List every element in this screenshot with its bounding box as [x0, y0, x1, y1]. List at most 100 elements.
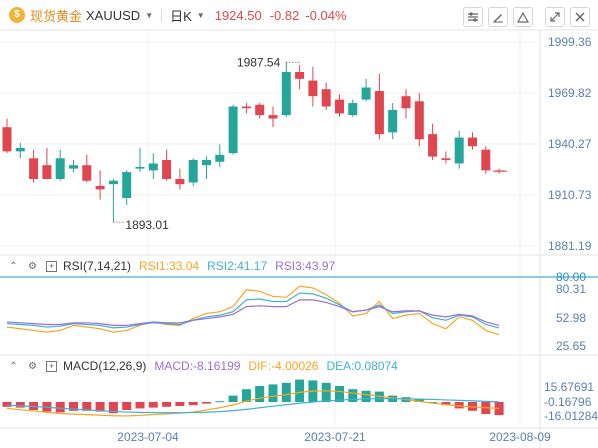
- rsi-tick-label: 80.00: [556, 270, 586, 284]
- macd-header: ⌃ ⚙ + MACD(12,26,9) MACD:-8.16199 DIF:-4…: [0, 357, 398, 375]
- rsi1-value: RSI1:33.04: [139, 259, 200, 273]
- macd-histogram-bar: [162, 402, 172, 407]
- rsi-title: RSI(7,14,21): [63, 259, 132, 273]
- rsi-tick-label: 52.98: [556, 311, 586, 325]
- candle-body: [241, 106, 251, 109]
- macd-title: MACD(12,26,9): [63, 359, 147, 373]
- candle-body: [268, 115, 278, 119]
- macd-histogram-bar: [321, 382, 331, 402]
- price-tick-label: 1969.82: [548, 86, 592, 100]
- dif-value: DIF:-4.00026: [248, 359, 319, 373]
- candle-body: [148, 163, 158, 171]
- macd-histogram-bar: [335, 386, 344, 402]
- macd-tick-label: -16.01284: [544, 409, 598, 423]
- max-price-label: 1987.54: [237, 55, 281, 69]
- macd-histogram-bar: [454, 402, 464, 409]
- divider: [161, 8, 163, 22]
- settings-gear-icon[interactable]: ⚙: [28, 360, 37, 372]
- rsi-tick-label: 25.65: [556, 339, 586, 353]
- dea-value: DEA:0.08074: [326, 359, 398, 373]
- macd-histogram-bar: [215, 401, 225, 403]
- expand-plus-icon[interactable]: +: [46, 260, 57, 272]
- drawing-tools-icon[interactable]: [513, 7, 533, 27]
- draw-pencil-icon[interactable]: [488, 7, 508, 27]
- macd-histogram-bar: [494, 402, 504, 416]
- rsi-header: ⌃ ⚙ + RSI(7,14,21) RSI1:33.04 RSI2:41.17…: [0, 257, 335, 275]
- macd-histogram-bar: [348, 389, 358, 402]
- price-tick-label: 1999.36: [548, 35, 592, 49]
- indicator-settings-icon[interactable]: [463, 7, 483, 27]
- candle-body: [55, 158, 65, 180]
- settings-gear-icon[interactable]: ⚙: [28, 260, 37, 272]
- macd-histogram-bar: [15, 402, 25, 408]
- macd-histogram-bar: [55, 402, 65, 413]
- symbol-code[interactable]: XAUUSD: [86, 7, 141, 23]
- candle-body: [215, 154, 225, 162]
- rsi1-line: [6, 285, 500, 336]
- candle-body: [428, 134, 438, 157]
- price-tick-label: 1910.73: [548, 188, 592, 202]
- macd-histogram-bar: [2, 402, 12, 407]
- candle-body: [42, 165, 52, 180]
- rsi3-line: [6, 299, 500, 326]
- period-dropdown-icon[interactable]: ▼: [196, 10, 205, 20]
- price-change: -0.82: [269, 7, 300, 23]
- collapse-icon[interactable]: ⌃: [9, 260, 18, 272]
- candle-body: [162, 160, 172, 180]
- candle-body: [255, 104, 265, 116]
- candle-body: [414, 101, 424, 140]
- macd-dea-line: [6, 398, 500, 414]
- symbol-dropdown-icon[interactable]: ▼: [145, 10, 154, 20]
- candle-body: [188, 160, 198, 183]
- candle-body: [2, 127, 12, 152]
- min-price-label: 1893.01: [125, 218, 169, 232]
- candle-body: [441, 158, 451, 161]
- rsi3-value: RSI3:43.97: [275, 259, 336, 273]
- candle-body: [308, 80, 318, 97]
- candle-body: [348, 103, 358, 116]
- rsi2-value: RSI2:41.17: [207, 259, 268, 273]
- price-tick-label: 1940.27: [548, 137, 592, 151]
- candle-body: [108, 180, 118, 185]
- macd-tick-label: 15.67691: [544, 380, 594, 394]
- candle-body: [82, 165, 92, 181]
- macd-histogram-bar: [361, 390, 371, 402]
- macd-tick-label: -0.16796: [544, 395, 592, 409]
- date-tick-label: 2023-08-09: [489, 430, 551, 444]
- candle-body: [388, 109, 398, 133]
- gold-coin-icon: $: [9, 7, 25, 23]
- last-price: 1924.50: [214, 7, 262, 23]
- candle-body: [122, 172, 132, 198]
- collapse-icon[interactable]: ⌃: [9, 360, 18, 372]
- macd-histogram-bar: [295, 379, 305, 402]
- candle-body: [468, 137, 477, 147]
- chart-tools: [458, 7, 590, 27]
- macd-histogram-bar: [441, 402, 451, 406]
- close-icon[interactable]: [570, 7, 590, 27]
- candle-body: [15, 147, 25, 152]
- symbol-name[interactable]: 现货黄金: [30, 8, 83, 24]
- macd-histogram-bar: [281, 382, 291, 402]
- candle-body: [401, 96, 411, 109]
- macd-value: MACD:-8.16199: [154, 359, 241, 373]
- macd-histogram-bar: [108, 402, 118, 414]
- candle-body: [29, 158, 39, 180]
- candle-body: [335, 99, 344, 114]
- date-tick-label: 2023-07-04: [117, 430, 179, 444]
- macd-histogram-bar: [268, 384, 278, 402]
- period-selector[interactable]: 日K: [170, 8, 192, 24]
- price-tick-label: 1881.19: [548, 239, 592, 253]
- fullscreen-icon[interactable]: [545, 7, 565, 27]
- candle-body: [95, 185, 105, 190]
- date-tick-label: 2023-07-21: [304, 430, 366, 444]
- expand-plus-icon[interactable]: +: [46, 360, 57, 372]
- candle-body: [135, 166, 145, 169]
- candle-body: [202, 160, 211, 166]
- macd-histogram-bar: [175, 402, 185, 406]
- macd-dif-line: [6, 390, 500, 417]
- candle-body: [228, 106, 238, 154]
- macd-histogram-bar: [135, 402, 145, 409]
- macd-histogram-bar: [122, 402, 132, 410]
- candle-body: [69, 165, 78, 169]
